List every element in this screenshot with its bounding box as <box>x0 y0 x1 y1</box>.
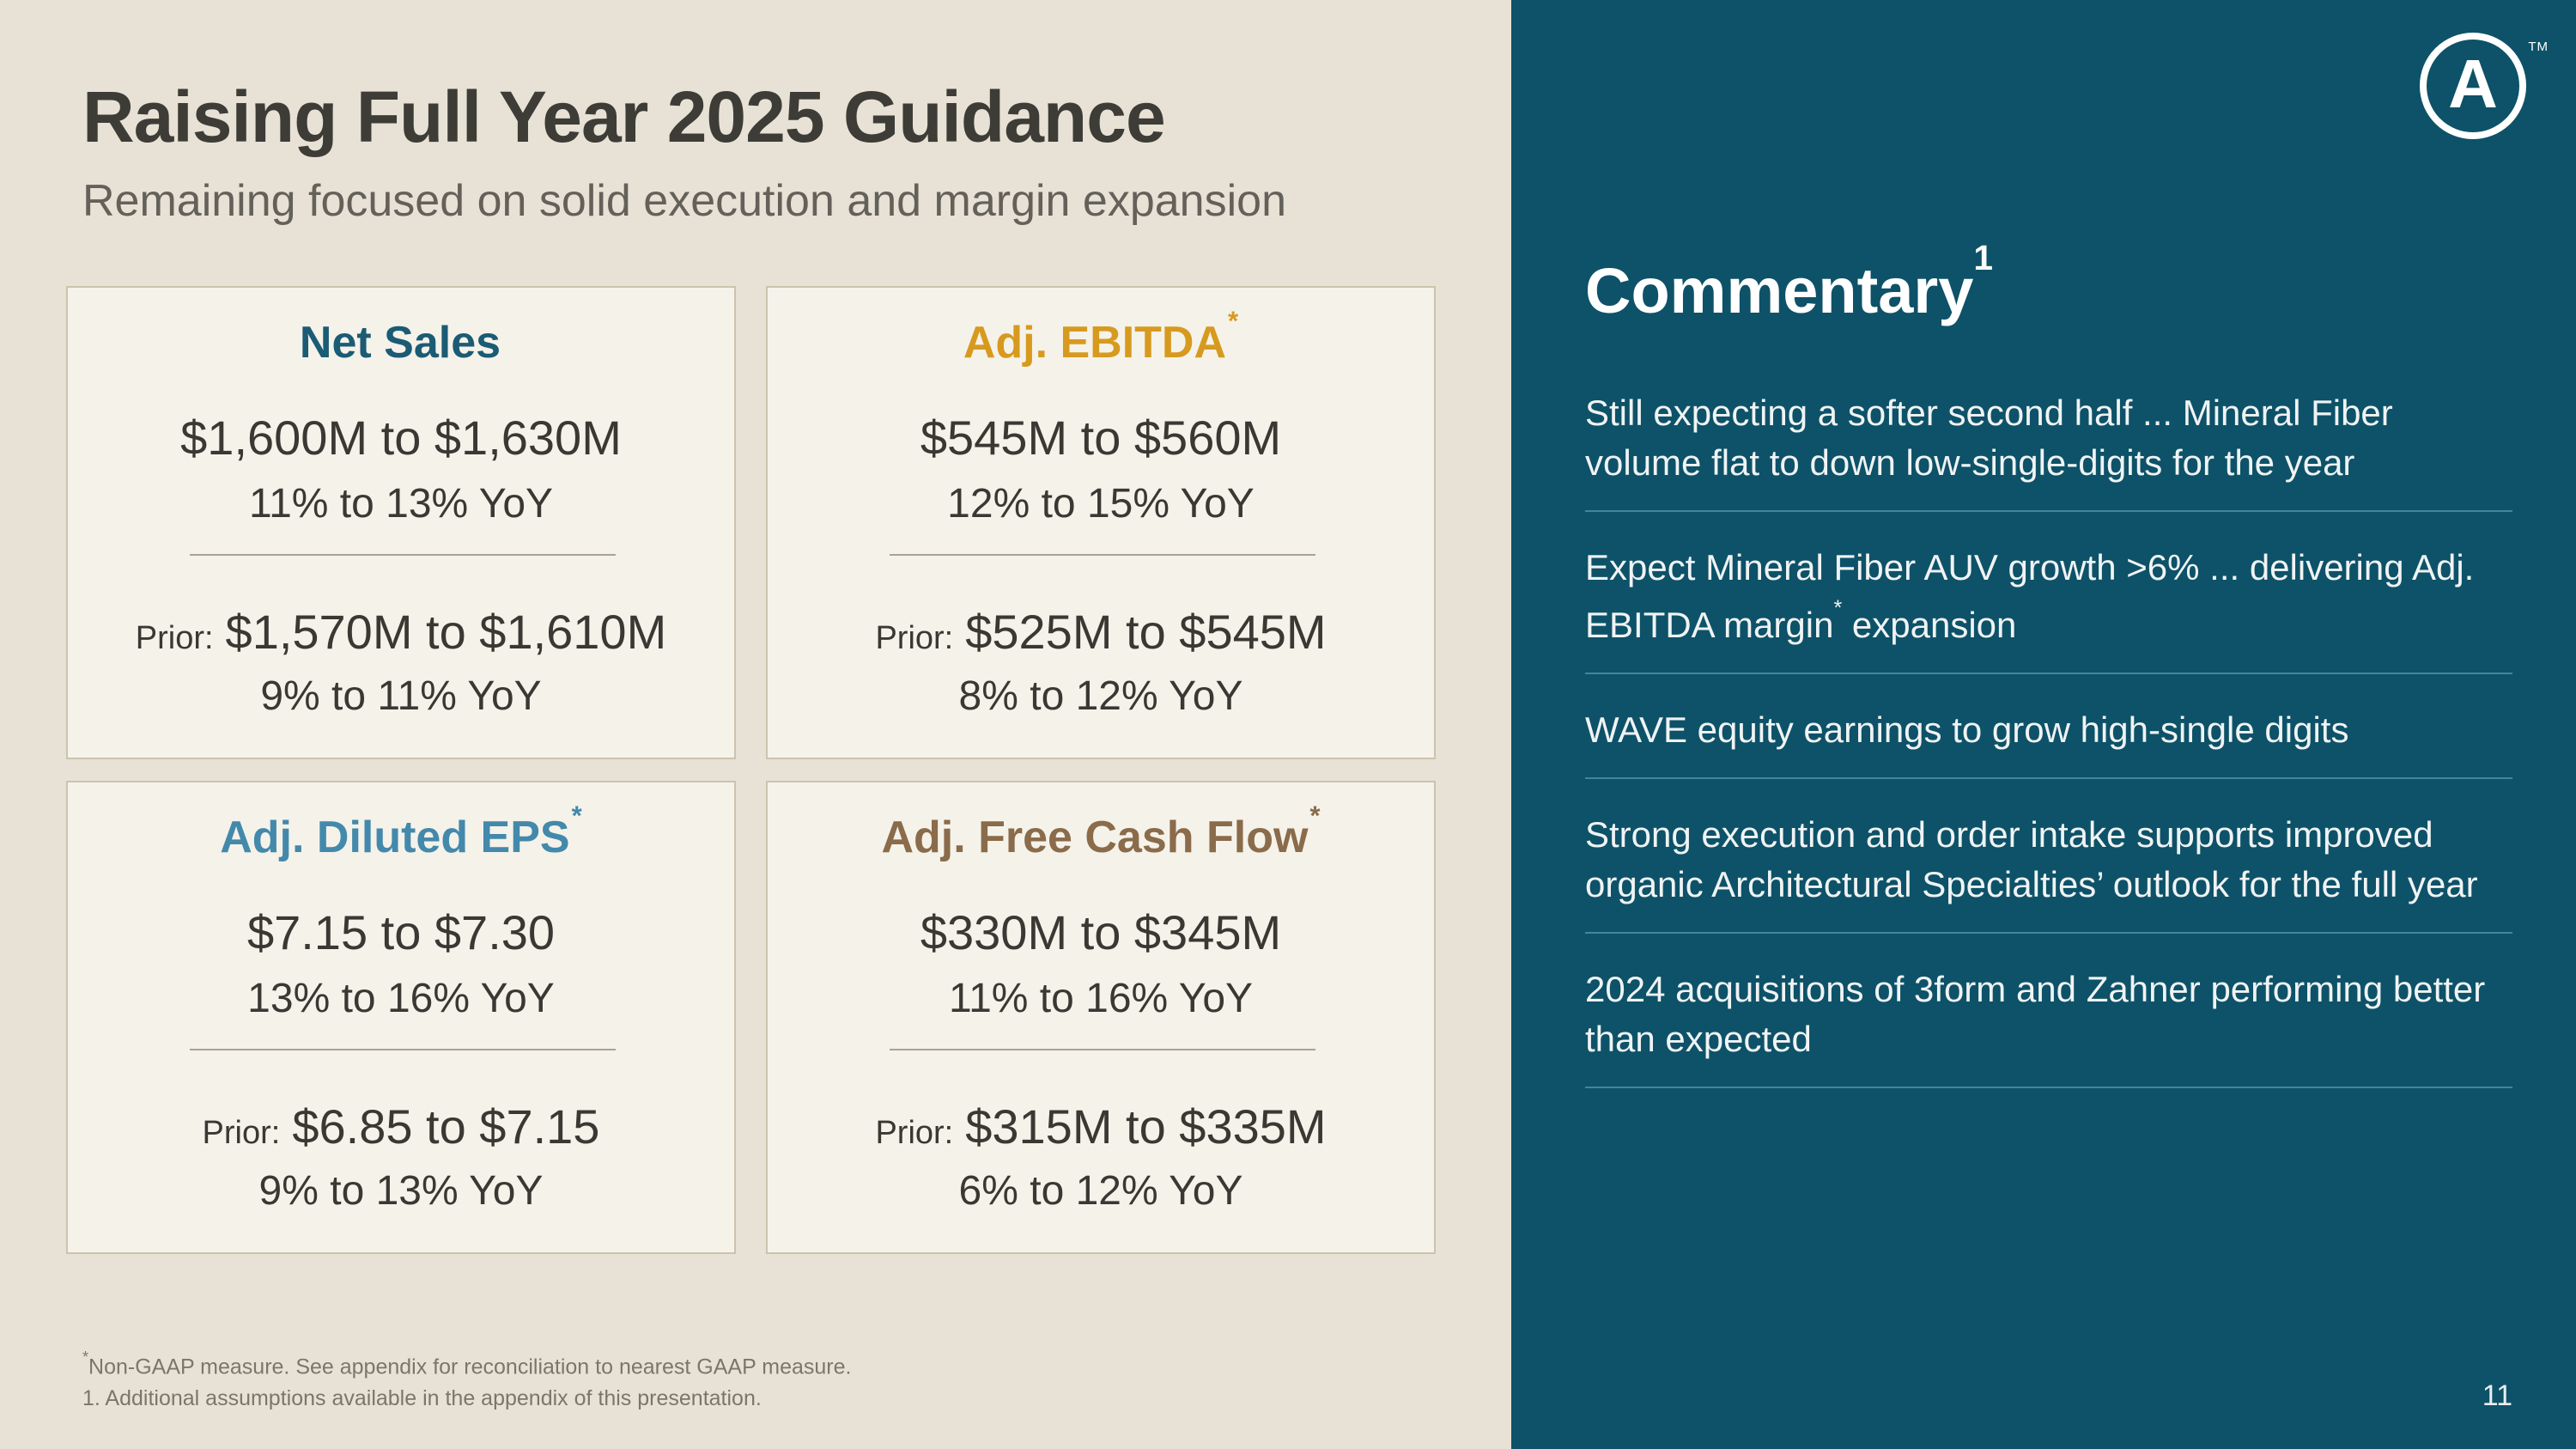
asterisk-superscript: * <box>1309 800 1321 831</box>
commentary-item: WAVE equity earnings to grow high-single… <box>1585 674 2512 779</box>
guidance-cards: Net Sales $1,600M to $1,630M 11% to 13% … <box>66 286 1436 1254</box>
card-yoy: 12% to 15% YoY <box>947 481 1255 527</box>
card-prior: Prior: $525M to $545M <box>768 604 1434 660</box>
asterisk-superscript: * <box>1228 305 1239 336</box>
prior-label: Prior: <box>135 620 214 656</box>
commentary-item: Still expecting a softer second half ...… <box>1585 388 2512 512</box>
footnote-assumptions: 1. Additional assumptions available in t… <box>82 1386 762 1411</box>
page-subtitle: Remaining focused on solid execution and… <box>82 176 1286 226</box>
card-divider <box>890 554 1315 556</box>
page-title: Raising Full Year 2025 Guidance <box>82 76 1166 157</box>
card-yoy: 13% to 16% YoY <box>247 976 555 1021</box>
commentary-title: Commentary1 <box>1585 237 1993 326</box>
card-title: Adj. EBITDA* <box>963 305 1239 368</box>
metric-card-net-sales: Net Sales $1,600M to $1,630M 11% to 13% … <box>66 286 736 759</box>
commentary-list: Still expecting a softer second half ...… <box>1585 388 2512 1088</box>
metric-card-adj-free-cash-flow: Adj. Free Cash Flow* $330M to $345M 11% … <box>766 781 1436 1254</box>
commentary-item: 2024 acquisitions of 3form and Zahner pe… <box>1585 934 2512 1088</box>
card-value: $545M to $560M <box>920 411 1282 465</box>
asterisk-superscript: * <box>82 1348 89 1366</box>
card-title: Adj. Diluted EPS* <box>220 800 582 862</box>
metric-card-adj-diluted-eps: Adj. Diluted EPS* $7.15 to $7.30 13% to … <box>66 781 736 1254</box>
logo-letter: A <box>2448 46 2498 122</box>
prior-label: Prior: <box>875 1115 954 1151</box>
prior-value: $1,570M to $1,610M <box>225 605 667 659</box>
footnote-non-gaap: *Non-GAAP measure. See appendix for reco… <box>82 1348 852 1379</box>
card-value: $330M to $345M <box>920 905 1282 959</box>
card-prior-yoy: 6% to 12% YoY <box>958 1168 1243 1214</box>
card-prior-yoy: 8% to 12% YoY <box>958 673 1243 719</box>
card-divider <box>190 1049 616 1050</box>
page-number: 11 <box>2482 1379 2512 1412</box>
commentary-item: Expect Mineral Fiber AUV growth >6% ... … <box>1585 512 2512 674</box>
metric-card-adj-ebitda: Adj. EBITDA* $545M to $560M 12% to 15% Y… <box>766 286 1436 759</box>
card-yoy: 11% to 13% YoY <box>248 481 554 527</box>
card-prior: Prior: $315M to $335M <box>768 1099 1434 1154</box>
card-title: Net Sales <box>299 318 501 368</box>
card-yoy: 11% to 16% YoY <box>948 976 1254 1021</box>
prior-value: $525M to $545M <box>965 605 1327 659</box>
asterisk-superscript: * <box>571 800 582 831</box>
prior-label: Prior: <box>202 1115 281 1151</box>
commentary-item: Strong execution and order intake suppor… <box>1585 779 2512 934</box>
card-prior-yoy: 9% to 11% YoY <box>260 673 542 719</box>
prior-value: $6.85 to $7.15 <box>292 1099 600 1154</box>
card-divider <box>890 1049 1315 1050</box>
card-divider <box>190 554 616 556</box>
prior-label: Prior: <box>875 620 954 656</box>
card-prior-yoy: 9% to 13% YoY <box>258 1168 544 1214</box>
footnote-ref-superscript: 1 <box>1973 237 1993 277</box>
commentary-panel: A TM Commentary1 Still expecting a softe… <box>1511 0 2576 1449</box>
company-logo: A TM <box>2420 33 2548 139</box>
card-title: Adj. Free Cash Flow* <box>881 800 1321 862</box>
asterisk-superscript: * <box>1833 595 1843 620</box>
card-value: $1,600M to $1,630M <box>180 411 622 465</box>
card-value: $7.15 to $7.30 <box>246 905 556 959</box>
footnotes: *Non-GAAP measure. See appendix for reco… <box>82 1345 851 1415</box>
card-prior: Prior: $6.85 to $7.15 <box>68 1099 734 1154</box>
card-prior: Prior: $1,570M to $1,610M <box>68 604 734 660</box>
trademark-symbol: TM <box>2528 40 2549 54</box>
prior-value: $315M to $335M <box>965 1099 1327 1154</box>
logo-circle-icon: A <box>2420 33 2526 139</box>
